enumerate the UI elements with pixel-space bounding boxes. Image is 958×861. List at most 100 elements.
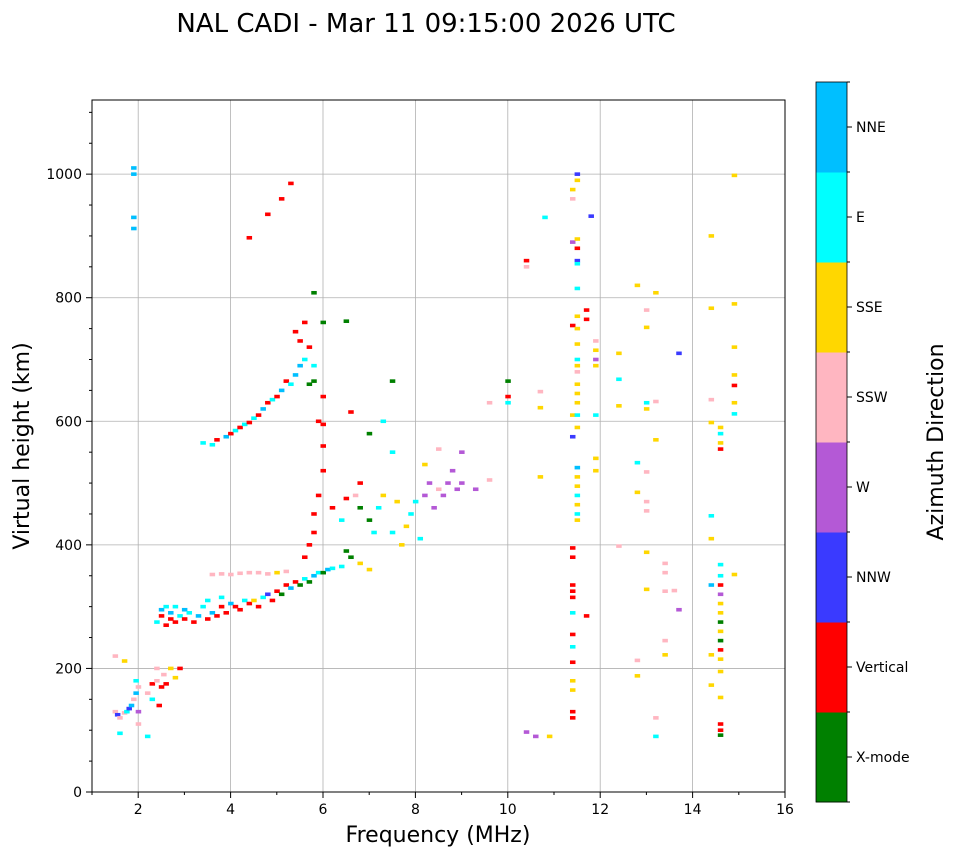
data-point-vertical [329,505,336,510]
data-point-vertical [158,614,165,618]
data-point-ssw [486,478,493,482]
data-point-x-mode [389,379,396,383]
colorbar-tick-label: SSW [856,390,888,406]
data-point-vertical [214,438,220,442]
data-point-vertical [255,604,262,609]
data-point-vertical [181,617,188,621]
data-point-e [634,460,641,465]
data-point-e [311,363,317,368]
data-point-w [431,505,437,510]
data-point-ssw [135,722,142,726]
data-point-sse [574,326,581,331]
data-point-e [717,573,724,578]
data-point-nne [128,703,135,708]
data-point-sse [731,345,738,349]
data-point-vertical [283,379,290,383]
colorbar-tick-label: E [856,210,865,226]
data-point-vertical [569,709,576,714]
data-points [112,166,738,739]
data-point-sse [593,468,599,473]
data-point-e [380,419,387,424]
data-point-sse [357,561,363,566]
data-point-vertical [306,345,313,349]
data-point-nnw [574,172,581,176]
data-point-ssw [265,572,271,576]
data-point-sse [731,173,738,178]
data-point-vertical [237,607,243,612]
data-point-w [717,592,724,597]
data-point-nnw [265,592,271,597]
data-point-nne [195,614,202,618]
data-point-sse [717,695,724,700]
data-point-x-mode [343,549,350,553]
data-point-sse [574,484,581,488]
data-point-sse [717,441,724,445]
colorbar-segment [816,262,847,353]
data-point-vertical [278,197,285,201]
data-point-vertical [569,660,576,665]
data-point-sse [717,669,724,674]
data-point-vertical [265,212,271,217]
data-point-ssw [112,654,119,658]
data-point-e [653,734,659,739]
data-point-w [422,493,428,498]
data-point-ssw [144,691,151,695]
data-point-x-mode [366,518,373,522]
data-point-ssw [653,399,659,404]
data-point-e [269,397,276,402]
y-tick-label: 200 [55,661,82,677]
x-tick-label: 16 [776,802,794,818]
x-tick-label: 10 [499,802,517,818]
data-point-e [124,709,130,714]
data-point-sse [731,400,738,405]
data-point-e [569,645,576,649]
data-point-vertical [315,493,322,498]
data-point-e [241,422,248,427]
data-point-vertical [569,589,576,593]
data-point-ssw [154,666,160,671]
y-tick-label: 800 [55,291,82,307]
x-tick-label: 4 [226,802,235,818]
data-point-vertical [505,394,511,399]
data-point-e [375,505,382,510]
data-point-vertical [320,394,326,399]
data-point-ssw [131,697,137,702]
data-point-e [251,416,257,420]
data-point-vertical [523,258,530,263]
data-point-sse [708,683,715,687]
data-point-e [260,595,266,600]
data-point-e [574,512,581,516]
data-point-e [542,215,548,220]
data-point-e [574,357,581,362]
data-point-ssw [486,400,493,405]
data-point-sse [274,570,280,575]
data-point-ssw [436,487,442,492]
data-point-nne [708,583,715,587]
x-tick-label: 6 [319,802,328,818]
x-tick-label: 12 [591,802,609,818]
data-point-sse [537,405,544,410]
data-point-e [338,518,345,522]
data-point-vertical [569,583,576,587]
data-point-sse [717,657,724,661]
data-point-sse [574,518,581,522]
data-point-sse [634,490,641,495]
data-point-ssw [593,339,599,343]
data-point-sse [731,373,738,377]
grid [92,100,786,793]
data-point-vertical [569,716,576,720]
data-point-ssw [161,672,167,677]
data-point-e [186,611,193,615]
colorbar-segment [816,712,847,803]
data-point-sse [574,475,581,479]
data-point-ssw [246,570,253,575]
colorbar-tick-label: W [856,480,870,496]
data-point-x-mode [366,431,373,436]
data-point-sse [574,178,581,183]
data-point-sse [717,601,724,606]
data-point-vertical [283,583,290,587]
data-point-sse [593,348,599,353]
data-point-sse [399,543,405,547]
data-point-ssw [643,470,650,474]
data-point-w [459,450,465,454]
